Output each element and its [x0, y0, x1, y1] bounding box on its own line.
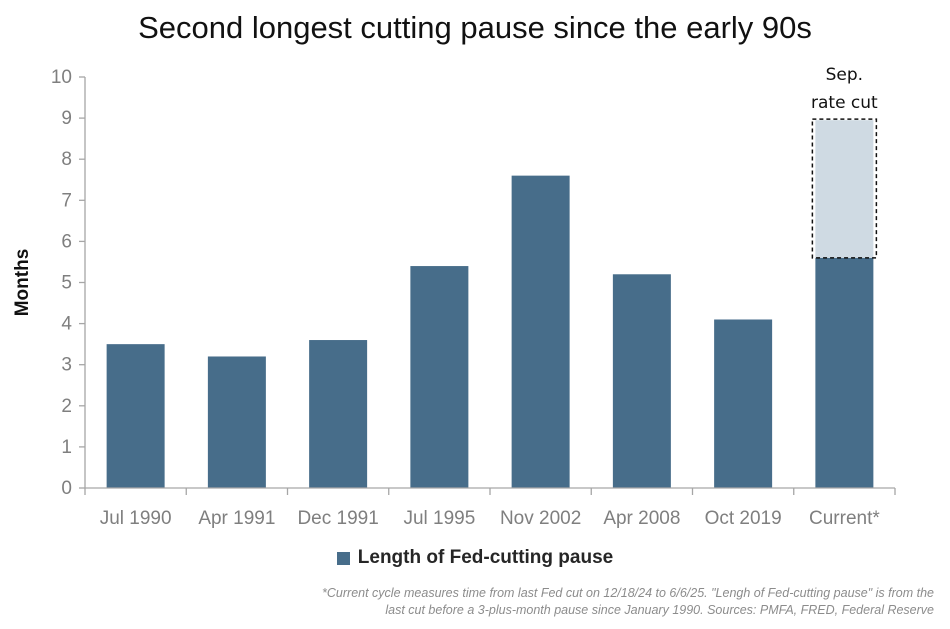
y-tick-label: 1: [61, 437, 72, 458]
bar-apr-2008: [612, 274, 671, 488]
x-tick-label: Nov 2002: [500, 508, 581, 529]
y-tick-label: 7: [61, 190, 72, 211]
x-tick-label: Dec 1991: [297, 508, 378, 529]
x-tick-label: Apr 1991: [198, 508, 275, 529]
y-axis-title: Months: [12, 249, 33, 317]
footnote: *Current cycle measures time from last F…: [174, 585, 934, 619]
x-tick-label: Current*: [809, 508, 880, 529]
footnote-line-1: *Current cycle measures time from last F…: [322, 586, 934, 600]
y-tick-label: 0: [61, 478, 72, 499]
footnote-line-2: last cut before a 3-plus-month pause sin…: [385, 603, 934, 617]
x-tick-label: Apr 2008: [603, 508, 680, 529]
y-tick-label: 9: [61, 108, 72, 129]
x-tick-label: Jul 1995: [403, 508, 475, 529]
legend: Length of Fed-cutting pause: [0, 547, 950, 569]
annotation-rate-cut: rate cut: [811, 93, 878, 113]
projection-bar: [815, 120, 874, 258]
bar-jul-1990: [106, 344, 165, 488]
y-tick-label: 8: [61, 149, 72, 170]
bar-chart: 0 1 2 3 4 5 6 7 8 9 10 Months Jul 1990 Apr 1991 Dec 19…: [12, 65, 896, 529]
y-tick-label: 2: [61, 396, 72, 417]
y-tick-label: 6: [61, 231, 72, 252]
y-tick-label: 10: [51, 67, 72, 88]
chart-title: Second longest cutting pause since the e…: [138, 10, 812, 45]
bar-jul-1995: [410, 266, 469, 488]
x-tick-label: Jul 1990: [100, 508, 172, 529]
legend-swatch: [336, 551, 350, 565]
bar-apr-1991: [207, 356, 266, 488]
x-tick-label: Oct 2019: [705, 508, 782, 529]
y-tick-label: 3: [61, 355, 72, 376]
projection-outline: [811, 118, 878, 259]
bar-dec-1991: [309, 340, 368, 488]
bar-oct-2019: [714, 319, 773, 488]
bar-current: [815, 257, 874, 488]
y-tick-label: 5: [61, 273, 72, 294]
legend-label: Length of Fed-cutting pause: [357, 547, 614, 568]
bar-nov-2002: [511, 175, 570, 488]
y-tick-label: 4: [61, 314, 72, 335]
annotation-sep: Sep.: [826, 65, 863, 85]
